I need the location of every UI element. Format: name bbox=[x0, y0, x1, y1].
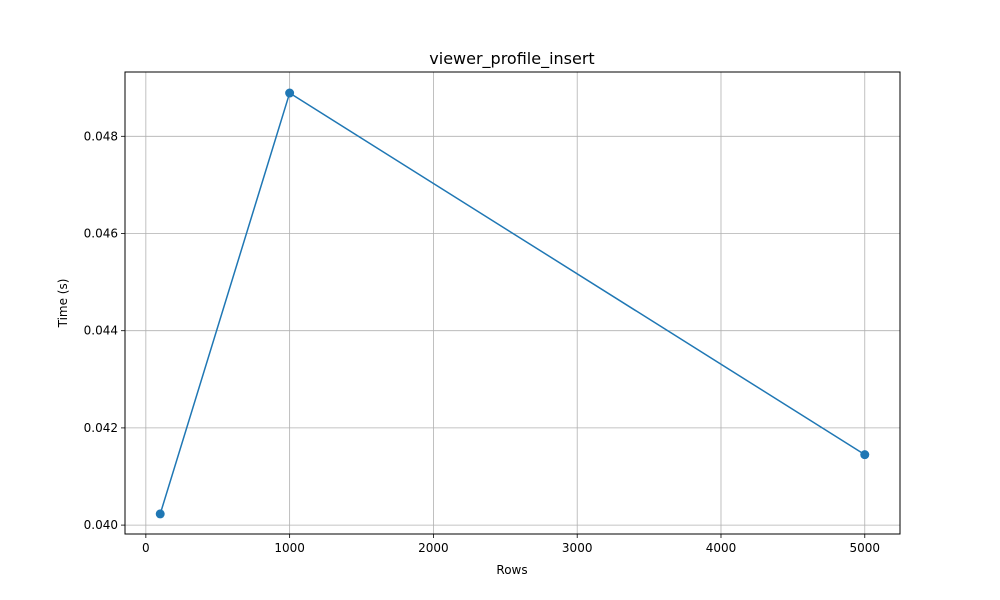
x-tick-label: 1000 bbox=[274, 541, 305, 555]
x-tick-label: 2000 bbox=[418, 541, 449, 555]
x-axis-label: Rows bbox=[496, 563, 527, 577]
y-tick-label: 0.048 bbox=[84, 129, 118, 143]
y-axis-label: Time (s) bbox=[56, 279, 70, 329]
x-tick-label: 4000 bbox=[706, 541, 737, 555]
x-tick-label: 3000 bbox=[562, 541, 593, 555]
tick-layer: 0 1000 2000 3000 4000 5000 0.040 0.042 0.044 0.04… bbox=[84, 129, 880, 555]
grid-layer bbox=[125, 72, 900, 534]
x-tick-label: 5000 bbox=[849, 541, 880, 555]
x-tick-label: 0 bbox=[142, 541, 150, 555]
data-point bbox=[155, 509, 165, 519]
y-tick-label: 0.042 bbox=[84, 421, 118, 435]
series-layer bbox=[155, 88, 870, 519]
data-point bbox=[285, 88, 295, 98]
y-tick-label: 0.044 bbox=[84, 324, 118, 338]
chart-title: viewer_profile_insert bbox=[429, 49, 594, 69]
plot-frame bbox=[124, 71, 901, 535]
data-point bbox=[860, 450, 870, 460]
y-tick-label: 0.040 bbox=[84, 518, 118, 532]
y-tick-label: 0.046 bbox=[84, 227, 118, 241]
